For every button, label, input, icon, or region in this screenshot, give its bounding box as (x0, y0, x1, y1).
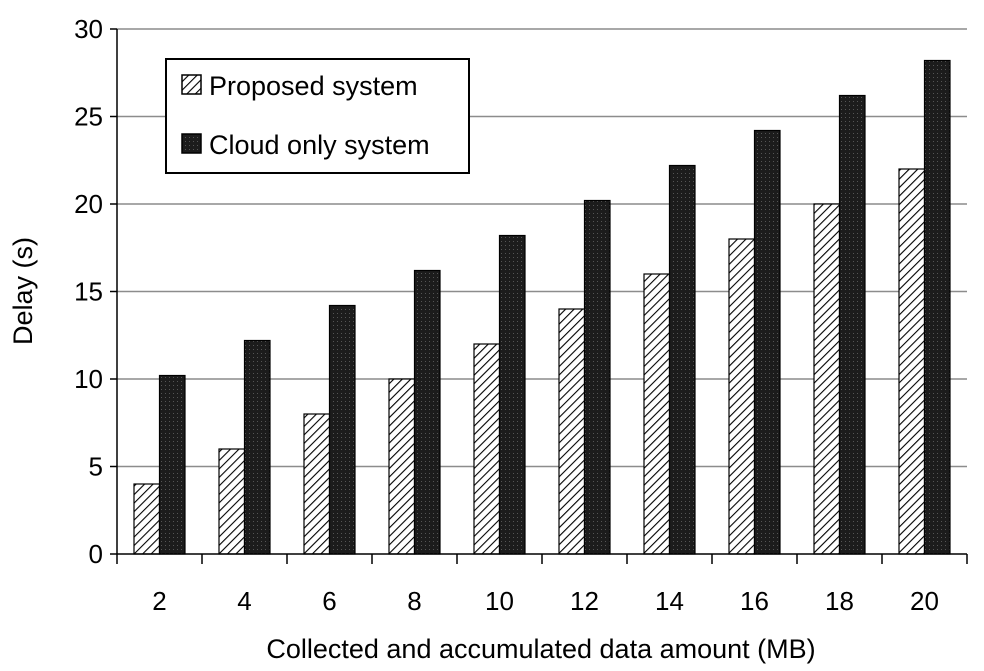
bar-proposed-system (643, 273, 671, 555)
y-tick-label: 5 (89, 452, 103, 482)
x-tick-label: 6 (322, 586, 336, 616)
x-tick-label: 20 (910, 586, 939, 616)
bar-proposed-system (133, 483, 161, 555)
bar-cloud-only-system (413, 269, 441, 555)
x-tick-label: 4 (237, 586, 251, 616)
x-tick-label: 12 (570, 586, 599, 616)
x-tick-labels: 2 4 6 8 10 12 14 16 18 20 (152, 586, 939, 616)
legend: Proposed system Cloud only system (165, 58, 470, 174)
legend-swatch-cloud (181, 133, 202, 154)
legend-label-cloud: Cloud only system (209, 130, 430, 160)
x-tick-label: 14 (655, 586, 684, 616)
bar-cloud-only-system (158, 374, 186, 555)
bar-proposed-system (388, 378, 416, 555)
y-axis-title: Delay (s) (8, 237, 38, 345)
y-tick-labels: 0 5 10 15 20 25 30 (74, 14, 103, 569)
bar-cloud-only-system (583, 199, 611, 555)
y-tick-label: 25 (74, 102, 103, 132)
y-tick-label: 0 (89, 539, 103, 569)
axes (110, 28, 968, 564)
bar-proposed-system (898, 168, 926, 555)
bar-cloud-only-system (243, 339, 271, 555)
bar-cloud-only-system (668, 164, 696, 555)
x-tick-label: 16 (740, 586, 769, 616)
y-tick-label: 10 (74, 364, 103, 394)
x-axis-title: Collected and accumulated data amount (M… (266, 634, 815, 664)
bars (133, 59, 951, 555)
bar-cloud-only-system (753, 129, 781, 555)
legend-box (165, 58, 470, 174)
bar-proposed-system (218, 448, 246, 555)
bar-cloud-only-system (328, 304, 356, 555)
x-tick-label: 10 (485, 586, 514, 616)
bar-proposed-system (473, 343, 501, 555)
x-tick-label: 8 (407, 586, 421, 616)
bar-cloud-only-system (498, 234, 526, 555)
y-tick-label: 15 (74, 277, 103, 307)
bar-proposed-system (813, 203, 841, 555)
bar-proposed-system (303, 413, 331, 555)
y-tick-label: 20 (74, 189, 103, 219)
x-tick-label: 2 (152, 586, 166, 616)
legend-swatch-proposed (181, 74, 202, 95)
bar-cloud-only-system (923, 59, 951, 555)
bar-proposed-system (558, 308, 586, 555)
legend-label-proposed: Proposed system (209, 71, 418, 101)
x-tick-label: 18 (825, 586, 854, 616)
y-tick-label: 30 (74, 14, 103, 44)
bar-cloud-only-system (838, 94, 866, 555)
bar-proposed-system (728, 238, 756, 555)
